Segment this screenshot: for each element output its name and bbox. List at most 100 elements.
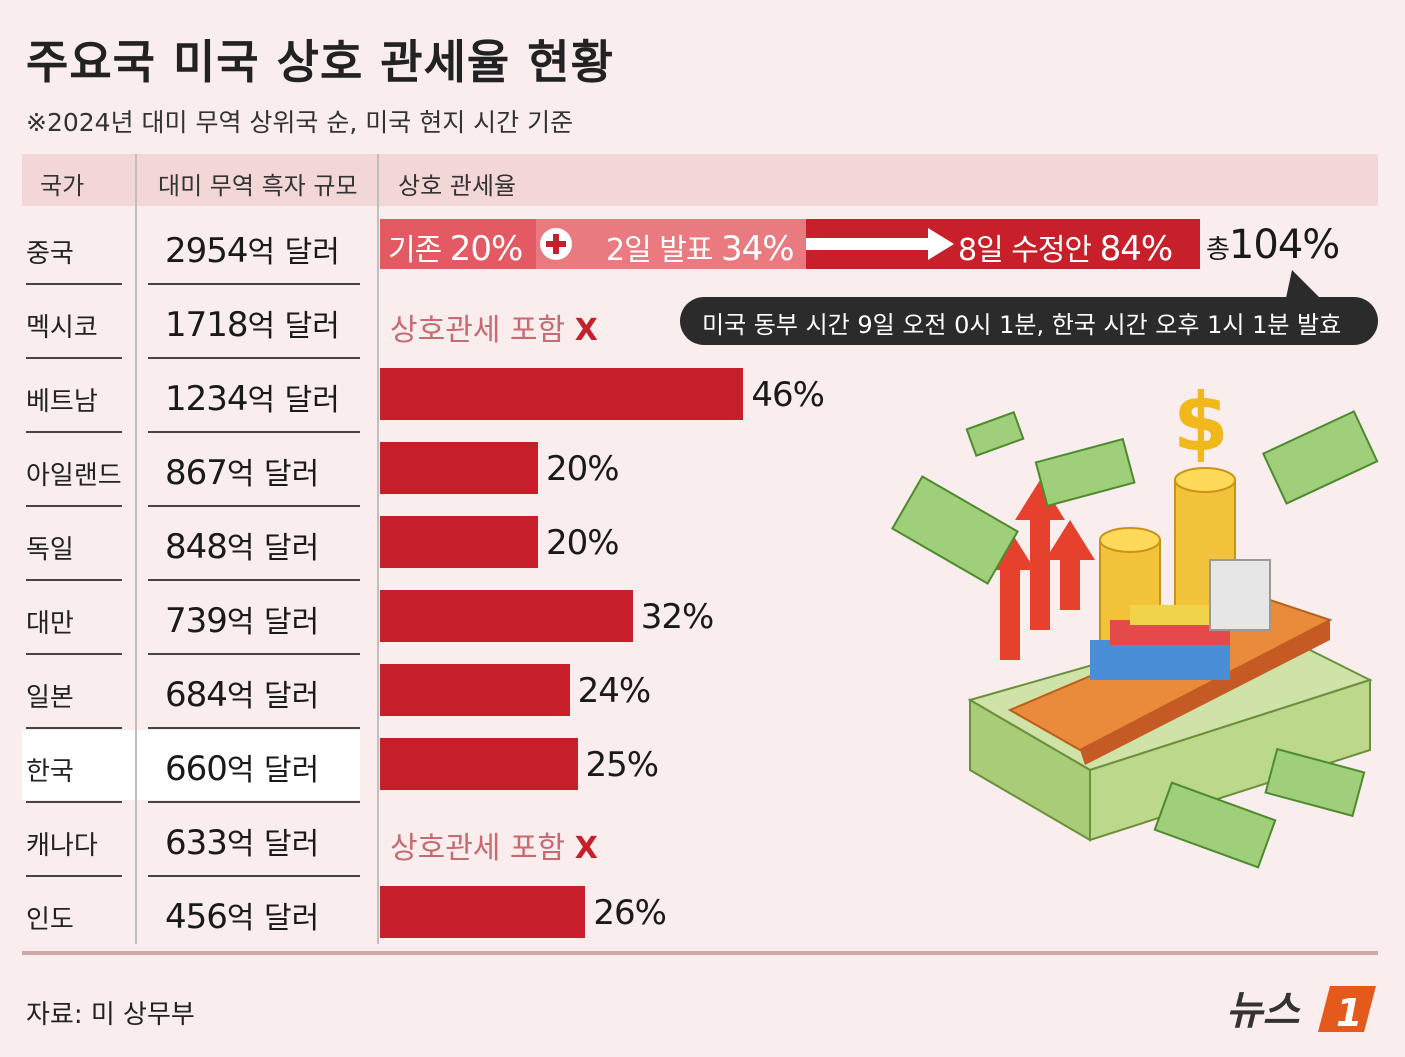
surplus-value: 1718 — [165, 305, 249, 345]
surplus-amount: 1234억 달러 — [165, 375, 340, 419]
china-total: 총104% — [1206, 222, 1340, 268]
country-label: 일본 — [26, 683, 74, 713]
country-label: 중국 — [26, 239, 74, 269]
row-separator — [26, 875, 122, 877]
page-title: 주요국 미국 상호 관세율 현황 — [26, 35, 614, 89]
tariff-bar — [380, 442, 538, 494]
tariff-label: 46% — [751, 375, 825, 415]
effective-time-text: 미국 동부 시간 9일 오전 0시 1분, 한국 시간 오후 1시 1분 발효 — [702, 311, 1342, 339]
no-reciprocal-tariff-note: 상호관세 포함 X — [390, 831, 598, 866]
plus-icon — [540, 228, 572, 260]
surplus-unit: 억 달러 — [226, 531, 320, 566]
surplus-amount: 2954억 달러 — [165, 227, 340, 271]
surplus-value: 2954 — [165, 231, 249, 271]
row-separator — [26, 431, 122, 433]
ship-icon — [1007, 559, 1333, 765]
row-separator — [148, 357, 360, 359]
cargo-ship-money-illustration: $ — [891, 376, 1379, 869]
table-header-band — [22, 154, 1378, 206]
tariff-bar — [380, 590, 633, 642]
china-bar-april2 — [536, 219, 806, 269]
tariff-label: 25% — [585, 745, 660, 785]
country-label: 멕시코 — [26, 313, 98, 343]
row-separator — [26, 801, 122, 803]
row-separator — [148, 431, 360, 433]
row-separator — [148, 875, 360, 877]
surplus-amount: 739억 달러 — [165, 597, 319, 641]
row-separator — [148, 801, 360, 803]
surplus-amount: 456억 달러 — [165, 893, 319, 937]
svg-text:$: $ — [1173, 376, 1229, 469]
country-label: 캐나다 — [26, 831, 98, 861]
surplus-value: 660 — [165, 749, 228, 789]
surplus-value: 739 — [165, 601, 228, 641]
no-reciprocal-tariff-note: 상호관세 포함 X — [390, 313, 598, 348]
country-label: 베트남 — [26, 387, 98, 417]
tariff-label: 20% — [546, 449, 620, 489]
tariff-label: 32% — [640, 597, 715, 637]
tariff-bar — [380, 516, 538, 568]
korea-highlight — [22, 730, 360, 800]
surplus-unit: 억 달러 — [226, 901, 320, 936]
column-divider-1 — [135, 154, 137, 944]
row-separator — [148, 653, 360, 655]
china-seg3-text: 8일 수정안 84% — [958, 229, 1173, 269]
news1-logo: 뉴스 1 — [1226, 978, 1386, 1042]
surplus-value: 633 — [165, 823, 228, 863]
surplus-unit: 억 달러 — [226, 457, 320, 492]
row-separator — [148, 283, 360, 285]
tariff-label: 20% — [546, 523, 620, 563]
row-separator — [26, 283, 122, 285]
china-bar-base — [380, 219, 536, 269]
effective-time-bubble — [680, 297, 1378, 345]
surplus-amount: 684억 달러 — [165, 671, 319, 715]
tariff-bar — [380, 886, 586, 938]
surplus-amount: 633억 달러 — [165, 819, 319, 863]
surplus-unit: 억 달러 — [226, 679, 320, 714]
bubble-pointer-icon — [1286, 270, 1320, 298]
row-separator — [26, 357, 122, 359]
surplus-value: 684 — [165, 675, 228, 715]
up-arrows-icon — [985, 480, 1095, 660]
row-separator — [26, 653, 122, 655]
surplus-value: 848 — [165, 527, 228, 567]
source-note: 자료: 미 상무부 — [26, 1000, 195, 1030]
tariff-bar — [380, 368, 744, 420]
column-divider-2 — [377, 154, 379, 944]
surplus-amount: 1718억 달러 — [165, 301, 340, 345]
bottom-divider — [22, 951, 1378, 955]
surplus-unit: 억 달러 — [247, 383, 340, 418]
news1-logo-icon: 뉴스 1 — [1226, 986, 1376, 1035]
row-separator — [148, 579, 360, 581]
china-seg1-text: 기존 20% — [388, 229, 523, 269]
row-separator — [26, 727, 122, 729]
country-label: 아일랜드 — [26, 461, 122, 491]
surplus-amount: 660억 달러 — [165, 745, 319, 789]
tariff-label: 26% — [593, 893, 667, 933]
surplus-unit: 억 달러 — [226, 605, 320, 640]
country-label: 대만 — [26, 609, 74, 639]
surplus-amount: 848억 달러 — [165, 523, 319, 567]
surplus-amount: 867억 달러 — [165, 449, 319, 493]
arrow-right-icon — [806, 228, 954, 260]
country-label: 인도 — [26, 905, 74, 935]
china-seg2-text: 2일 발표 34% — [606, 229, 795, 269]
row-separator — [148, 505, 360, 507]
row-separator — [26, 579, 122, 581]
surplus-unit: 억 달러 — [247, 309, 340, 344]
tariff-label: 24% — [577, 671, 652, 711]
row-separator — [26, 505, 122, 507]
surplus-unit: 억 달러 — [226, 827, 320, 862]
svg-text:뉴스: 뉴스 — [1226, 988, 1302, 1034]
surplus-unit: 억 달러 — [226, 753, 320, 788]
surplus-value: 1234 — [165, 379, 249, 419]
row-separator — [148, 727, 360, 729]
country-label: 한국 — [26, 757, 74, 787]
header-tariff: 상호 관세율 — [398, 172, 517, 200]
country-label: 독일 — [26, 535, 74, 565]
page-subtitle: ※2024년 대미 무역 상위국 순, 미국 현지 시간 기준 — [26, 108, 574, 137]
svg-text:1: 1 — [1336, 991, 1362, 1035]
header-country: 국가 — [40, 172, 85, 200]
tariff-bar — [380, 738, 578, 790]
tariff-bar — [380, 664, 570, 716]
